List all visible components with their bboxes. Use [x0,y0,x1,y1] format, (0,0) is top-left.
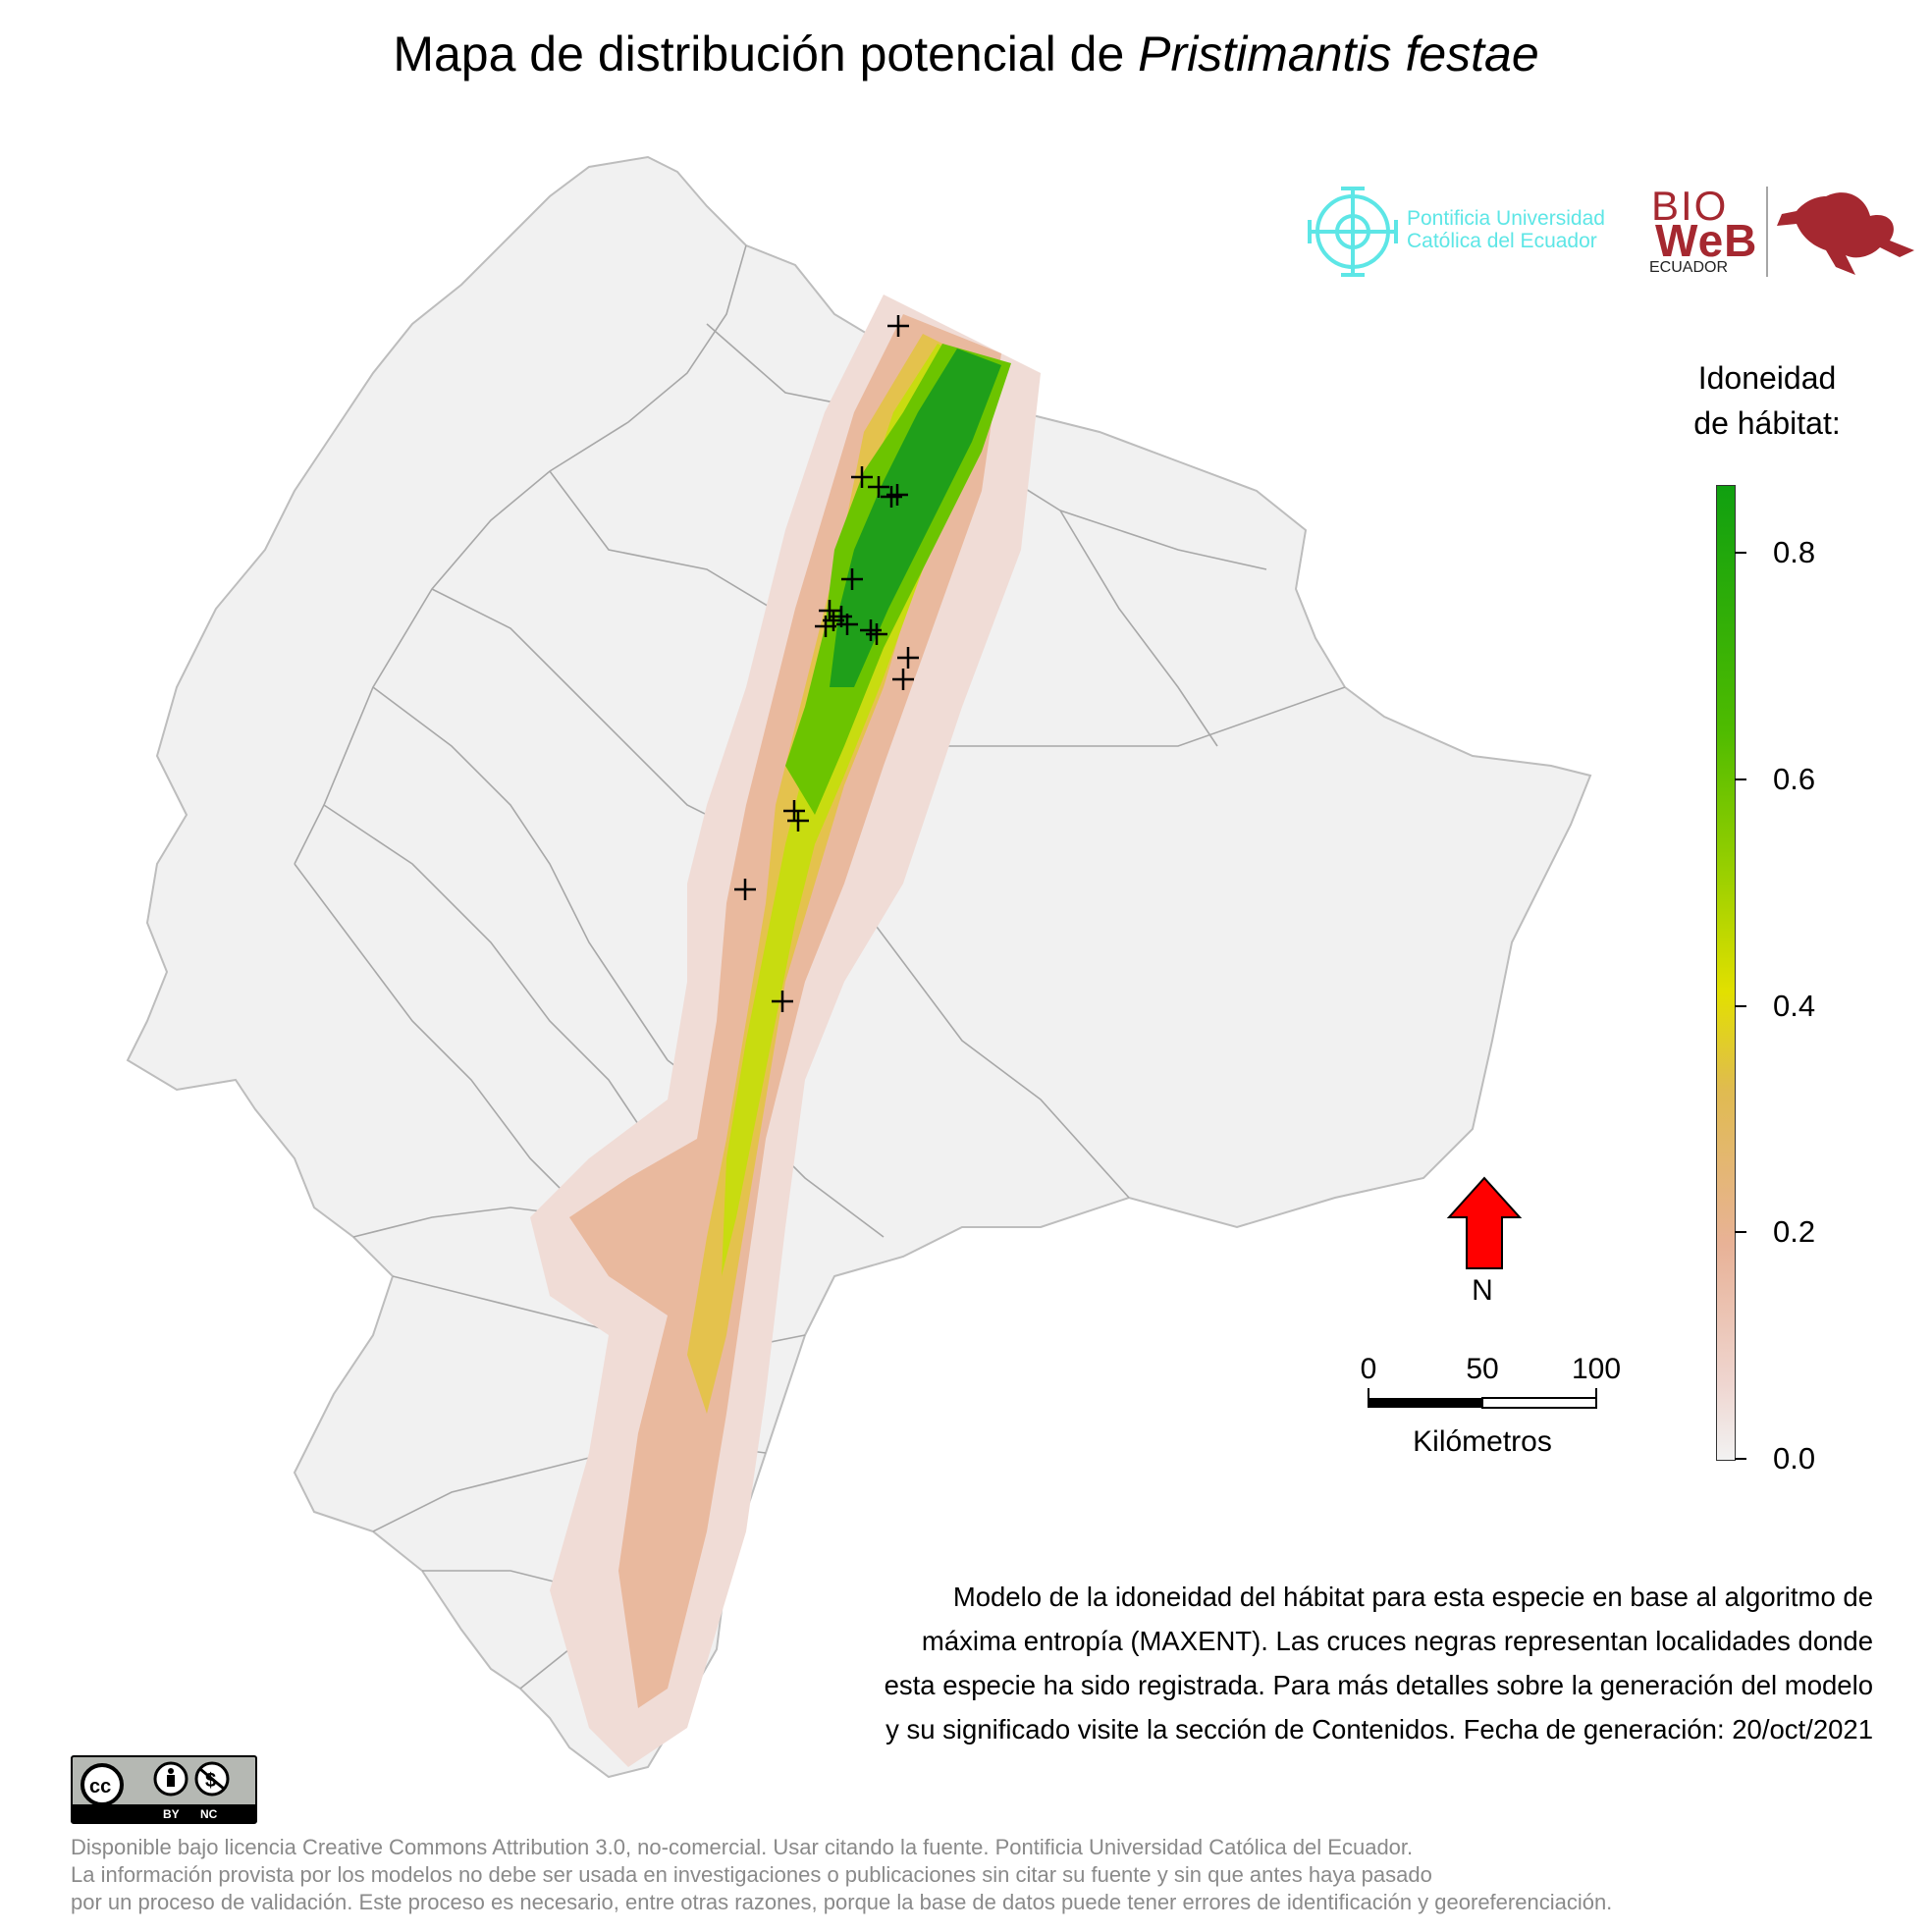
occurrence-cross [772,991,793,1012]
bioweb-web: WeB [1655,215,1758,266]
legend-tick [1735,1231,1746,1234]
occurrence-crosses [734,315,919,1012]
legend-tick [1735,778,1746,780]
legend-tick-label: 0.0 [1773,1441,1816,1476]
description-line: esta especie ha sido registrada. Para má… [884,1670,1873,1700]
puce-name-line2: Católica del Ecuador [1407,230,1597,252]
occurrence-cross [819,600,840,621]
north-label: N [1472,1274,1493,1307]
occurrence-cross [866,623,887,645]
footer-line: Disponible bajo licencia Creative Common… [71,1835,1414,1859]
footer-line: por un proceso de validación. Este proce… [71,1890,1613,1914]
scale-bar [1368,1388,1597,1409]
legend-tick-label: 0.2 [1773,1214,1816,1250]
cc-by-label: BY [163,1807,180,1821]
cc-nc-label: NC [200,1807,218,1821]
occurrence-cross [841,568,863,590]
legend-tick [1735,1458,1746,1460]
legend-tick-label: 0.4 [1773,988,1816,1023]
map-description: Modelo de la idoneidad del hábitat para … [687,1575,1873,1751]
occurrence-cross [815,616,836,637]
title-prefix: Mapa de distribución potencial de [393,27,1139,81]
cc-icons: cc $ [80,1761,230,1804]
legend-color-bar [1716,485,1736,1461]
occurrence-cross [887,315,909,337]
svg-text:cc: cc [89,1776,111,1798]
description-line: Modelo de la idoneidad del hábitat para … [952,1582,1873,1612]
legend-title-line1: Idoneidad [1697,360,1837,396]
bioweb-country: ECUADOR [1649,259,1729,276]
suitability-raster [530,295,1041,1767]
occurrence-cross [860,619,882,641]
occurrence-cross [881,486,902,508]
license-footer: Disponible bajo licencia Creative Common… [71,1834,1916,1916]
cc-license-badge: cc $ BY NC [71,1755,257,1824]
title-species: Pristimantis festae [1138,27,1539,81]
scale-label-50: 50 [1466,1353,1499,1385]
occurrence-cross [868,476,889,498]
occurrence-cross [734,879,756,900]
occurrence-cross [892,669,914,690]
frog-logo-icon [1777,192,1914,275]
legend-tick [1735,552,1746,555]
occurrence-cross [787,810,809,832]
occurrence-cross [897,647,919,669]
scale-label-100: 100 [1571,1353,1622,1385]
svg-text:$: $ [205,1770,216,1792]
legend-tick-label: 0.8 [1773,535,1816,570]
occurrence-cross [886,484,908,506]
ecuador-landmass [126,155,1592,1779]
puce-logo-text: Pontificia Universidad Católica del Ecua… [1407,207,1605,252]
occurrence-cross [851,466,873,488]
legend-title: Idoneidad de hábitat: [1639,355,1895,446]
legend-title-line2: de hábitat: [1693,405,1841,441]
occurrence-cross [783,800,805,822]
bioweb-logo: BIO WeB ECUADOR [1645,183,1763,281]
puce-logo-icon [1308,187,1398,277]
north-arrow-icon [1446,1176,1523,1269]
footer-line: La información provista por los modelos … [71,1862,1432,1887]
description-line: y su significado visite la sección de Co… [886,1714,1873,1744]
puce-name-line1: Pontificia Universidad [1407,207,1605,230]
occurrence-cross [836,614,858,635]
legend-tick [1735,1004,1746,1007]
map-title: Mapa de distribución potencial de Pristi… [0,26,1932,82]
description-line: máxima entropía (MAXENT). Las cruces neg… [921,1626,1873,1656]
bioweb-bio: BIO [1651,183,1729,229]
scale-unit: Kilómetros [1413,1425,1552,1458]
legend-tick-label: 0.6 [1773,761,1816,796]
scale-label-0: 0 [1360,1353,1377,1385]
